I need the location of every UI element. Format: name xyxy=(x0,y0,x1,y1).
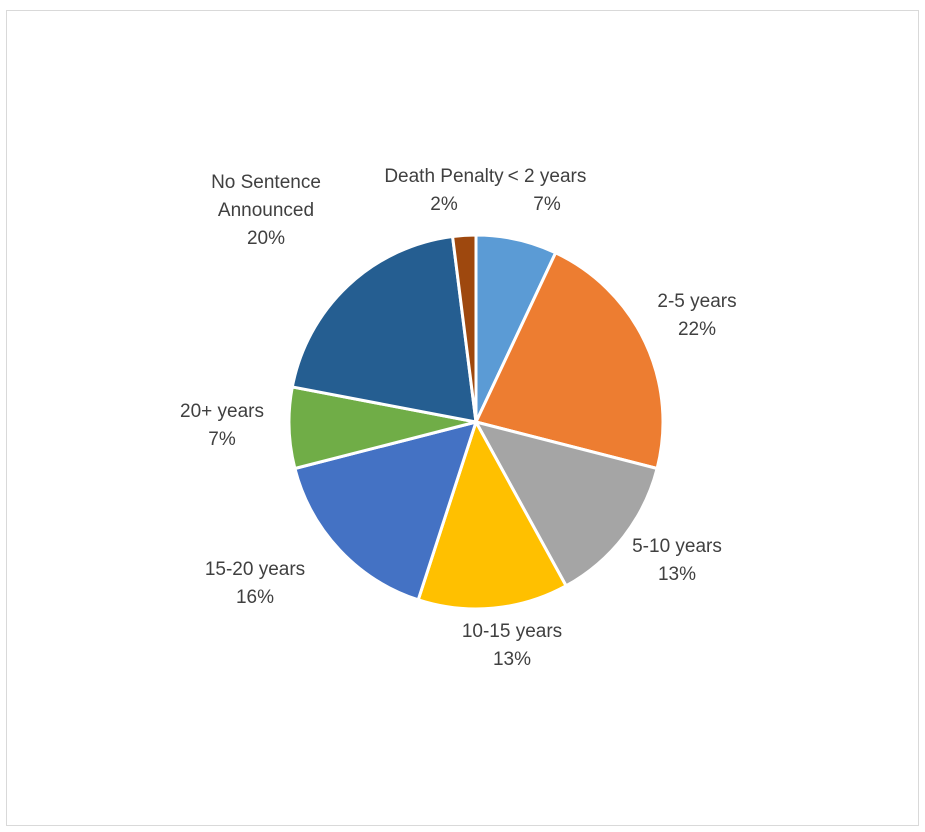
label-category: 5-10 years xyxy=(632,536,722,557)
label-percent: 13% xyxy=(658,564,696,585)
label-category: 10-15 years xyxy=(462,621,562,642)
label-percent: 7% xyxy=(208,429,236,450)
label-percent: 22% xyxy=(678,319,716,340)
label-percent: 20% xyxy=(247,228,285,249)
label-2-5-years: 2-5 years 22% xyxy=(657,291,736,340)
label-20-years: 20+ years 7% xyxy=(180,401,264,450)
label-category: 20+ years xyxy=(180,401,264,422)
label-10-15-years: 10-15 years 13% xyxy=(462,621,562,670)
label-percent: 16% xyxy=(236,587,274,608)
label-percent: 7% xyxy=(533,194,561,215)
slice-death-penalty xyxy=(451,233,478,424)
slice-5-10-years xyxy=(474,420,659,588)
label-no-sentence-announced: No Sentence Announced 20% xyxy=(211,172,321,249)
slice-no-sentence-announced xyxy=(290,234,478,424)
pie-labels: < 2 years 7%2-5 years 22%5-10 years 13%10-1… xyxy=(180,166,737,670)
slice-10-15-years xyxy=(416,420,568,611)
label-15-20-years: 15-20 years 16% xyxy=(205,559,305,608)
slice-2-5-years xyxy=(474,251,665,471)
label-category: No Sentence xyxy=(211,172,321,193)
label-2-years: < 2 years 7% xyxy=(508,166,587,215)
label-category: < 2 years xyxy=(508,166,587,187)
label-percent: 13% xyxy=(493,649,531,670)
pie-chart: < 2 years 7%2-5 years 22%5-10 years 13%10-1… xyxy=(180,166,737,670)
label-category: 2-5 years xyxy=(657,291,736,312)
chart-frame: < 2 years 7% 2-5 years 22% 5-10 years 13% 10-1… xyxy=(6,10,919,826)
slice-15-20-years xyxy=(293,420,478,602)
label-percent: 2% xyxy=(430,194,458,215)
label-category: Death Penalty xyxy=(384,166,504,187)
label-5-10-years: 5-10 years 13% xyxy=(632,536,722,585)
label-death-penalty: Death Penalty 2% xyxy=(384,166,504,215)
label-category: Announced xyxy=(218,200,314,221)
pie-slices xyxy=(287,233,665,611)
label-category: 15-20 years xyxy=(205,559,305,580)
